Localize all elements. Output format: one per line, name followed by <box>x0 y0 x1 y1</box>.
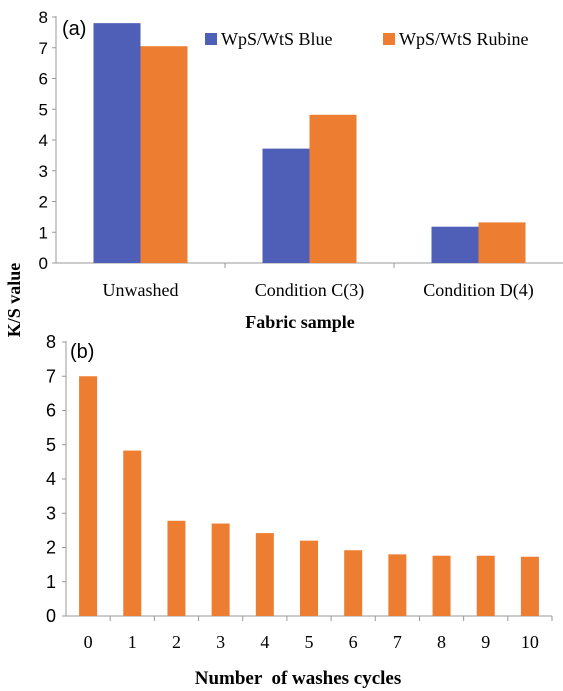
panel-b-bar <box>123 450 142 616</box>
panel-b-bar <box>211 523 230 616</box>
panel-a-y-tick-label: 6 <box>39 70 48 89</box>
panel-a-y-tick-label: 1 <box>39 223 48 242</box>
panel-a-y-tick-label: 0 <box>39 254 48 273</box>
panel-a-label: (a) <box>62 18 86 40</box>
panel-a-y-tick-label: 3 <box>39 162 48 181</box>
panel-a-bar <box>93 23 141 264</box>
panel-a-y-tick-label: 4 <box>39 131 48 150</box>
panel-b-y-tick-label: 8 <box>46 332 56 352</box>
panel-b-bar <box>255 533 274 616</box>
shared-y-axis-label: K/S value <box>4 263 24 338</box>
panel-b-category-label: 1 <box>128 632 137 652</box>
panel-b-bar <box>344 550 363 616</box>
panel-a-legend: WpS/WtS Blue WpS/WtS Rubine <box>205 29 529 49</box>
panel-b-category-label: 10 <box>521 632 539 652</box>
legend-label-blue: WpS/WtS Blue <box>221 29 333 49</box>
panel-a-bar <box>478 222 526 263</box>
panel-a-bar <box>309 114 357 263</box>
panel-b-bar <box>432 555 451 616</box>
panel-b-category-label: 7 <box>393 632 402 652</box>
panel-b-category-label: 0 <box>84 632 93 652</box>
panel-a-bar <box>431 226 479 263</box>
panel-b-category-label: 5 <box>305 632 314 652</box>
panel-a-category-label: Condition C(3) <box>255 280 365 301</box>
legend-label-rubine: WpS/WtS Rubine <box>399 29 529 49</box>
panel-b-category-label: 8 <box>437 632 446 652</box>
panel-a-x-axis-title: Fabric sample <box>245 312 355 332</box>
panel-b-category-label: 3 <box>216 632 225 652</box>
panel-b-y-tick-label: 6 <box>46 401 56 421</box>
panel-b-bar <box>476 555 495 616</box>
panel-a-y-tick-label: 5 <box>39 100 48 119</box>
panel-b-y-tick-label: 0 <box>46 606 56 626</box>
panel-a-bar <box>140 46 188 264</box>
panel-b-category-label: 6 <box>349 632 358 652</box>
panel-b-y-tick-label: 7 <box>46 366 56 386</box>
panel-b-category-label: 2 <box>172 632 181 652</box>
panel-b-y-tick-label: 5 <box>46 435 56 455</box>
panel-b-y-tick-label: 2 <box>46 538 56 558</box>
panel-a-category-label: Unwashed <box>103 280 179 300</box>
panel-b-y-tick-label: 4 <box>46 469 56 489</box>
panel-b-category-label: 9 <box>481 632 490 652</box>
panel-b-bar <box>520 556 539 616</box>
panel-b-bar <box>167 520 186 616</box>
panel-b-y-tick-label: 3 <box>46 503 56 523</box>
legend-swatch-blue <box>205 33 217 45</box>
chart-panel-b: 0 1 2 3 4 5 6 7 8 0 1 2 3 4 5 6 7 8 9 10 (b) Number of was… <box>46 332 553 689</box>
panel-b-label: (b) <box>70 341 94 363</box>
panel-b-bar <box>79 376 98 616</box>
legend-swatch-rubine <box>383 33 395 45</box>
panel-a-y-tick-label: 2 <box>39 193 48 212</box>
panel-a-category-label: Condition D(4) <box>423 280 534 301</box>
panel-b-category-label: 4 <box>260 632 269 652</box>
panel-b-bar <box>388 554 407 616</box>
panel-b-y-tick-label: 1 <box>46 572 56 592</box>
panel-a-y-tick-label: 8 <box>39 8 48 27</box>
panel-a-y-tick-label: 7 <box>39 39 48 58</box>
panel-a-bar <box>262 148 310 263</box>
panel-b-bar <box>300 540 318 616</box>
chart-panel-a: 0 1 2 3 4 5 6 7 8 Unwashed Condition C(3) Conditio… <box>39 8 563 332</box>
panel-b-x-axis-title: Number of washes cycles <box>195 668 402 689</box>
